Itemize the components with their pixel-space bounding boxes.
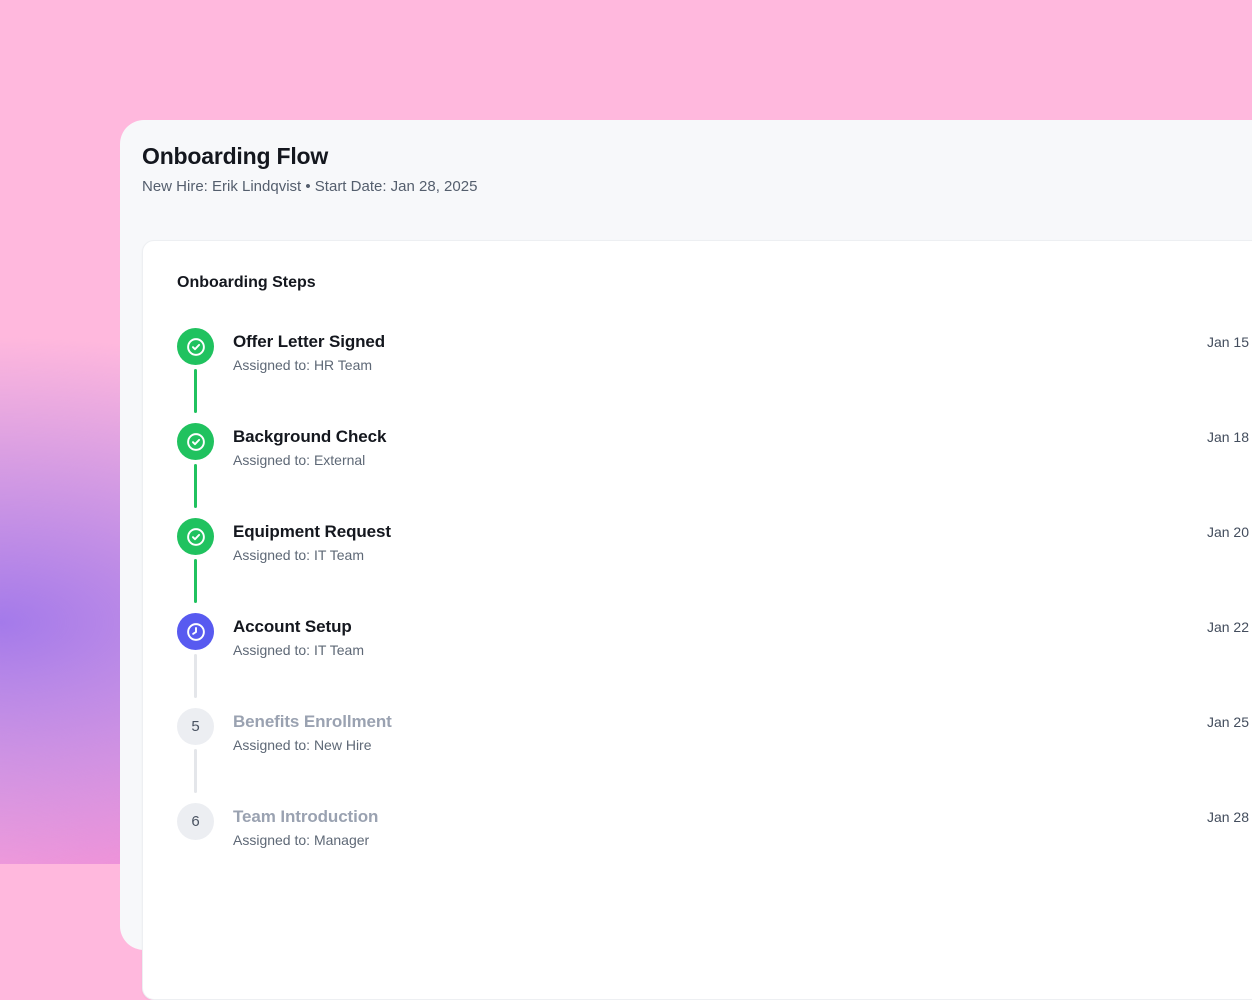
step-title: Equipment Request	[233, 522, 391, 541]
step-title: Benefits Enrollment	[233, 712, 392, 731]
page-title: Onboarding Flow	[142, 143, 329, 169]
step-number-label: 6	[191, 813, 200, 830]
step-title: Team Introduction	[233, 807, 379, 826]
step-due-date: Jan 18	[1206, 429, 1249, 445]
step-due-date: Jan 25	[1206, 714, 1249, 730]
steps-list: 1 Offer Letter Signed Assigned to: HR Te…	[177, 328, 1249, 851]
step-due-date: Jan 15	[1206, 334, 1249, 350]
step-timeline-column: 6	[177, 803, 214, 851]
step-status-badge: 2	[177, 423, 214, 460]
step-status-badge: 5	[177, 708, 214, 745]
check-circle-icon	[186, 337, 205, 356]
step-status-badge: 3	[177, 518, 214, 555]
step-assignee: Assigned to: External	[233, 452, 366, 468]
onboarding-step-row: 2 Background Check Assigned to: External…	[177, 423, 1249, 508]
panel-header: Onboarding Flow New Hire: Erik Lindqvist…	[120, 120, 1252, 197]
step-assignee: Assigned to: IT Team	[233, 547, 364, 563]
step-status-badge: 4	[177, 613, 214, 650]
step-text-block: Team Introduction Assigned to: Manager	[233, 803, 1188, 851]
check-circle-icon	[186, 527, 205, 546]
step-due-date: Jan 20	[1206, 524, 1249, 540]
step-connector-line	[194, 464, 197, 508]
step-status-badge: 6	[177, 803, 214, 840]
step-due-date: Jan 22	[1206, 619, 1249, 635]
step-number-label: 5	[191, 718, 200, 735]
step-assignee: Assigned to: IT Team	[233, 642, 364, 658]
step-title: Offer Letter Signed	[233, 332, 386, 351]
step-connector-line	[194, 749, 197, 793]
step-title: Background Check	[233, 427, 387, 446]
step-assignee: Assigned to: New Hire	[233, 737, 372, 753]
step-title: Account Setup	[233, 617, 352, 636]
step-text-block: Equipment Request Assigned to: IT Team	[233, 518, 1188, 603]
onboarding-steps-card: Onboarding Steps 1 Offer Letter Signed A…	[142, 240, 1252, 1000]
step-timeline-column: 5	[177, 708, 214, 793]
step-assignee: Assigned to: HR Team	[233, 357, 373, 373]
onboarding-step-row: 4 Account Setup Assigned to: IT Team Jan…	[177, 613, 1249, 698]
step-assignee: Assigned to: Manager	[233, 832, 370, 848]
step-timeline-column: 3	[177, 518, 214, 603]
step-timeline-column: 2	[177, 423, 214, 508]
steps-card-heading: Onboarding Steps	[177, 274, 316, 291]
clock-icon	[186, 622, 205, 641]
onboarding-step-row: 3 Equipment Request Assigned to: IT Team…	[177, 518, 1249, 603]
step-text-block: Benefits Enrollment Assigned to: New Hir…	[233, 708, 1188, 793]
step-timeline-column: 1	[177, 328, 214, 413]
step-text-block: Background Check Assigned to: External	[233, 423, 1188, 508]
step-connector-line	[194, 654, 197, 698]
step-text-block: Account Setup Assigned to: IT Team	[233, 613, 1188, 698]
onboarding-step-row: 1 Offer Letter Signed Assigned to: HR Te…	[177, 328, 1249, 413]
step-timeline-column: 4	[177, 613, 214, 698]
page-subtitle: New Hire: Erik Lindqvist • Start Date: J…	[142, 178, 478, 195]
step-status-badge: 1	[177, 328, 214, 365]
step-connector-line	[194, 369, 197, 413]
onboarding-step-row: 6 Team Introduction Assigned to: Manager…	[177, 803, 1249, 851]
check-circle-icon	[186, 432, 205, 451]
step-due-date: Jan 28	[1206, 809, 1249, 825]
step-connector-line	[194, 559, 197, 603]
onboarding-step-row: 5 Benefits Enrollment Assigned to: New H…	[177, 708, 1249, 793]
step-text-block: Offer Letter Signed Assigned to: HR Team	[233, 328, 1188, 413]
onboarding-flow-panel: Onboarding Flow New Hire: Erik Lindqvist…	[120, 120, 1252, 1000]
